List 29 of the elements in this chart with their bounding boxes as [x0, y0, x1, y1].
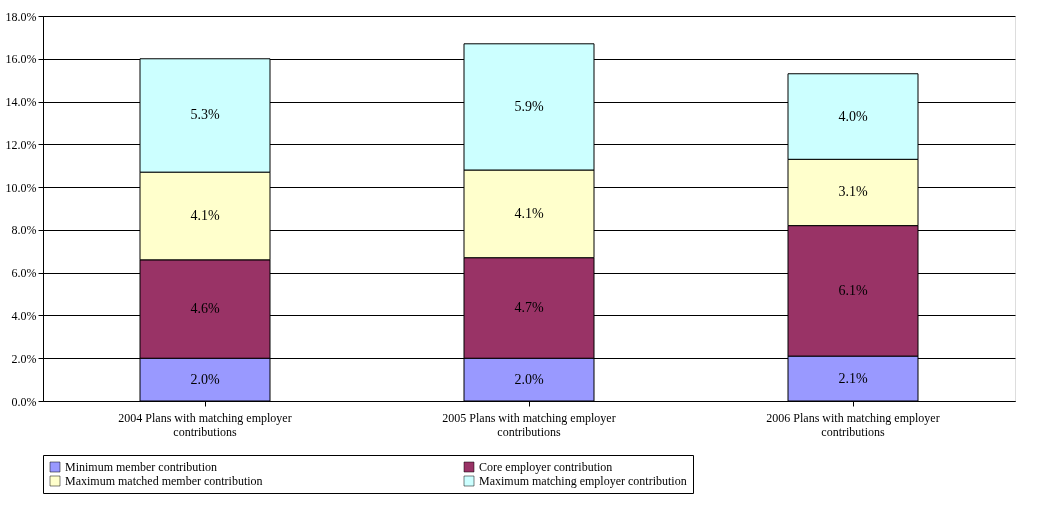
data-label: 4.7% — [514, 299, 544, 315]
data-label: 5.9% — [514, 98, 544, 114]
x-tick-label: 2004 Plans with matching employer contributions — [118, 410, 292, 439]
data-label: 2.1% — [838, 370, 868, 386]
data-label: 3.1% — [838, 184, 868, 200]
y-tick-label: 14.0% — [5, 95, 37, 110]
y-tick-label: 18.0% — [5, 9, 37, 24]
data-label: 4.1% — [190, 207, 220, 223]
data-label: 4.0% — [838, 108, 868, 124]
y-tick-label: 0.0% — [11, 394, 37, 409]
data-label: 2.0% — [190, 371, 220, 387]
y-tick-label: 2.0% — [11, 351, 37, 366]
data-label: 2.0% — [514, 371, 544, 387]
legend-label: Maximum matching employer contribution — [479, 474, 687, 488]
legend-label: Core employer contribution — [479, 460, 613, 474]
y-tick-label: 8.0% — [11, 223, 37, 238]
legend-label: Maximum matched member contribution — [65, 474, 263, 488]
data-label: 4.1% — [514, 205, 544, 221]
data-label: 4.6% — [190, 301, 220, 317]
y-tick-label: 4.0% — [11, 308, 37, 323]
legend-label: Minimum member contribution — [65, 460, 217, 474]
y-tick-label: 6.0% — [11, 266, 37, 281]
data-label: 5.3% — [190, 107, 220, 123]
x-tick-label: 2006 Plans with matching employer contributions — [766, 410, 940, 439]
y-tick-label: 10.0% — [5, 180, 37, 195]
y-tick-label: 16.0% — [5, 52, 37, 67]
y-tick-label: 12.0% — [5, 137, 37, 152]
x-tick-label: 2005 Plans with matching employer contributions — [442, 410, 616, 439]
data-label: 6.1% — [838, 282, 868, 298]
